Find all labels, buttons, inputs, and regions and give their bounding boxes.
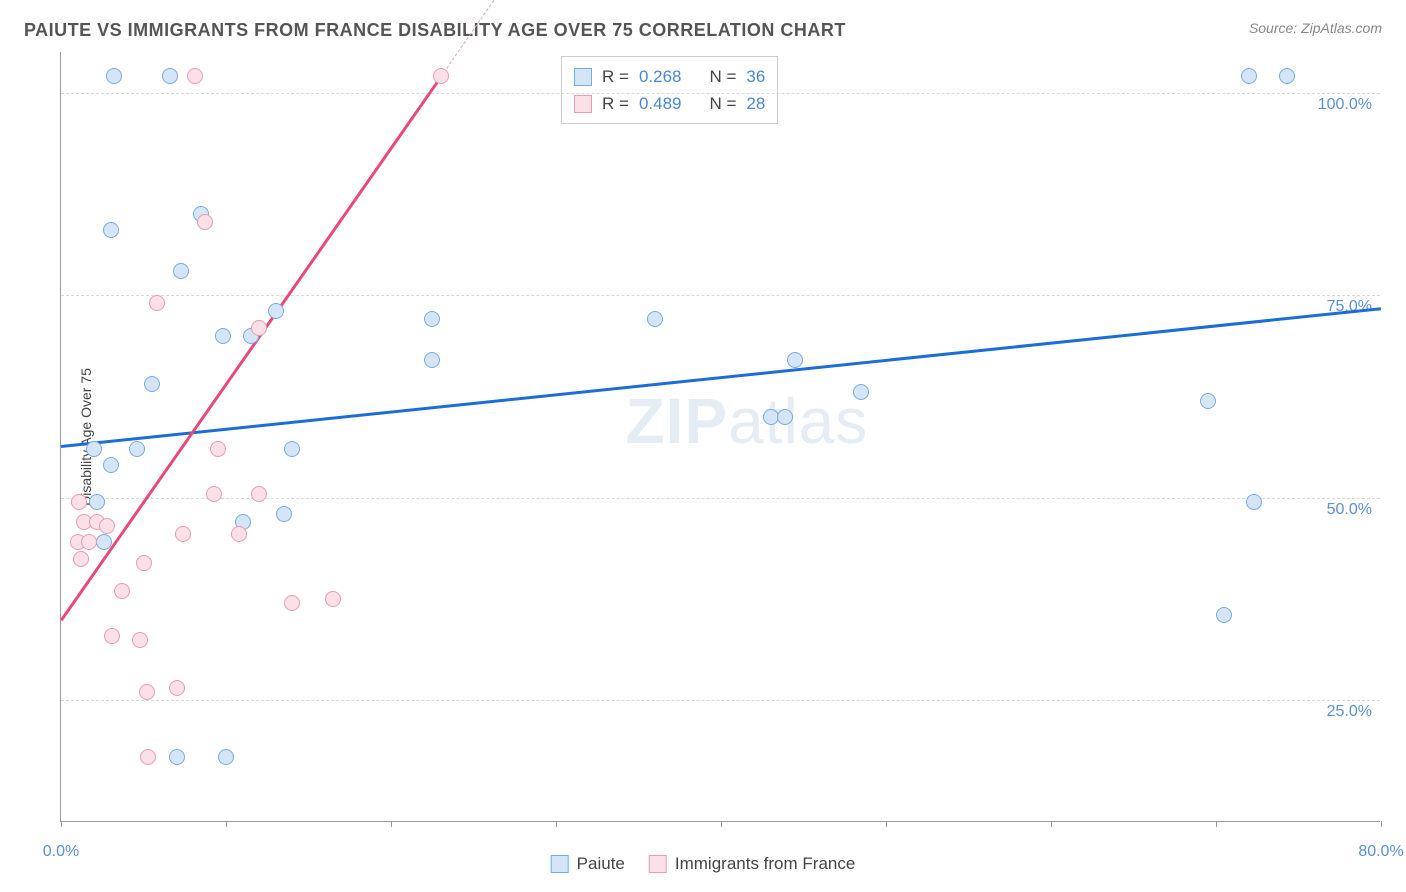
data-point bbox=[251, 320, 267, 336]
legend-label-series2: Immigrants from France bbox=[675, 854, 855, 874]
r-value-series1: 0.268 bbox=[639, 63, 682, 90]
data-point bbox=[197, 214, 213, 230]
data-point bbox=[1241, 68, 1257, 84]
stats-legend-box: R = 0.268 N = 36 R = 0.489 N = 28 bbox=[561, 56, 778, 124]
header: PAIUTE VS IMMIGRANTS FROM FRANCE DISABIL… bbox=[24, 20, 1382, 41]
data-point bbox=[103, 457, 119, 473]
data-point bbox=[139, 684, 155, 700]
data-point bbox=[251, 486, 267, 502]
data-point bbox=[276, 506, 292, 522]
x-tick bbox=[391, 821, 392, 827]
data-point bbox=[103, 222, 119, 238]
r-value-series2: 0.489 bbox=[639, 90, 682, 117]
chart-area: ZIPatlas Disability Age Over 75 R = 0.26… bbox=[60, 52, 1380, 822]
stats-row-series1: R = 0.268 N = 36 bbox=[574, 63, 765, 90]
x-tick bbox=[1381, 821, 1382, 827]
data-point bbox=[424, 311, 440, 327]
chart-title: PAIUTE VS IMMIGRANTS FROM FRANCE DISABIL… bbox=[24, 20, 846, 41]
legend-item-series1: Paiute bbox=[551, 854, 625, 874]
data-point bbox=[325, 591, 341, 607]
data-point bbox=[173, 263, 189, 279]
data-point bbox=[763, 409, 779, 425]
data-point bbox=[81, 534, 97, 550]
data-point bbox=[140, 749, 156, 765]
data-point bbox=[89, 494, 105, 510]
x-tick bbox=[556, 821, 557, 827]
data-point bbox=[1279, 68, 1295, 84]
data-point bbox=[96, 534, 112, 550]
y-axis-label: Disability Age Over 75 bbox=[78, 368, 94, 506]
data-point bbox=[136, 555, 152, 571]
data-point bbox=[114, 583, 130, 599]
legend-swatch-series1 bbox=[551, 855, 569, 873]
data-point bbox=[73, 551, 89, 567]
x-tick-label: 80.0% bbox=[1358, 843, 1403, 861]
trend-line bbox=[60, 77, 442, 621]
data-point bbox=[149, 295, 165, 311]
data-point bbox=[1216, 607, 1232, 623]
data-point bbox=[144, 376, 160, 392]
data-point bbox=[777, 409, 793, 425]
y-tick-label: 100.0% bbox=[1318, 96, 1372, 114]
watermark-bold: ZIP bbox=[626, 385, 729, 457]
y-tick-label: 25.0% bbox=[1327, 703, 1372, 721]
data-point bbox=[71, 494, 87, 510]
y-tick-label: 50.0% bbox=[1327, 501, 1372, 519]
gridline bbox=[61, 700, 1380, 701]
data-point bbox=[210, 441, 226, 457]
data-point bbox=[187, 68, 203, 84]
data-point bbox=[129, 441, 145, 457]
legend-swatch-series2 bbox=[649, 855, 667, 873]
data-point bbox=[1200, 393, 1216, 409]
data-point bbox=[215, 328, 231, 344]
r-label: R = bbox=[602, 63, 629, 90]
data-point bbox=[231, 526, 247, 542]
watermark-rest: atlas bbox=[728, 385, 868, 457]
data-point bbox=[853, 384, 869, 400]
data-point bbox=[206, 486, 222, 502]
data-point bbox=[132, 632, 148, 648]
n-value-series1: 36 bbox=[746, 63, 765, 90]
data-point bbox=[284, 595, 300, 611]
swatch-series2 bbox=[574, 95, 592, 113]
chart-container: PAIUTE VS IMMIGRANTS FROM FRANCE DISABIL… bbox=[0, 0, 1406, 892]
gridline bbox=[61, 295, 1380, 296]
x-tick bbox=[1216, 821, 1217, 827]
stats-row-series2: R = 0.489 N = 28 bbox=[574, 90, 765, 117]
x-tick bbox=[1051, 821, 1052, 827]
data-point bbox=[787, 352, 803, 368]
source-attribution: Source: ZipAtlas.com bbox=[1249, 20, 1382, 36]
data-point bbox=[175, 526, 191, 542]
data-point bbox=[99, 518, 115, 534]
data-point bbox=[169, 680, 185, 696]
data-point bbox=[284, 441, 300, 457]
watermark: ZIPatlas bbox=[626, 384, 869, 458]
x-tick bbox=[721, 821, 722, 827]
x-tick bbox=[886, 821, 887, 827]
gridline bbox=[61, 93, 1380, 94]
x-tick bbox=[226, 821, 227, 827]
data-point bbox=[106, 68, 122, 84]
plot-region: ZIPatlas Disability Age Over 75 R = 0.26… bbox=[60, 52, 1380, 822]
data-point bbox=[104, 628, 120, 644]
n-label: N = bbox=[709, 90, 736, 117]
swatch-series1 bbox=[574, 68, 592, 86]
data-point bbox=[647, 311, 663, 327]
data-point bbox=[169, 749, 185, 765]
legend-item-series2: Immigrants from France bbox=[649, 854, 855, 874]
x-tick-label: 0.0% bbox=[43, 843, 79, 861]
r-label: R = bbox=[602, 90, 629, 117]
legend-label-series1: Paiute bbox=[577, 854, 625, 874]
x-tick bbox=[61, 821, 62, 827]
data-point bbox=[1246, 494, 1262, 510]
data-point bbox=[424, 352, 440, 368]
data-point bbox=[162, 68, 178, 84]
data-point bbox=[268, 303, 284, 319]
data-point bbox=[218, 749, 234, 765]
data-point bbox=[86, 441, 102, 457]
data-point bbox=[433, 68, 449, 84]
n-value-series2: 28 bbox=[746, 90, 765, 117]
n-label: N = bbox=[709, 63, 736, 90]
legend-bottom: Paiute Immigrants from France bbox=[551, 854, 856, 874]
